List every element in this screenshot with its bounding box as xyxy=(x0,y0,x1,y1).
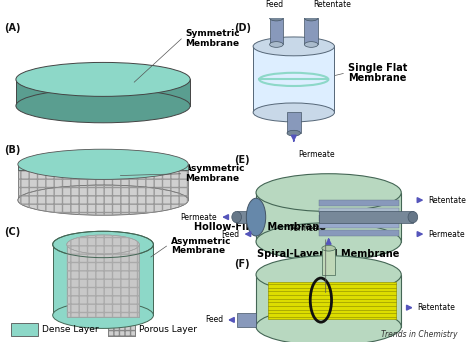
Polygon shape xyxy=(268,282,396,319)
Text: Feed: Feed xyxy=(265,0,283,9)
Polygon shape xyxy=(237,211,256,223)
Text: (D): (D) xyxy=(234,23,251,33)
Text: Retentate: Retentate xyxy=(428,196,466,205)
Ellipse shape xyxy=(16,62,190,96)
Text: (E): (E) xyxy=(234,155,249,165)
Ellipse shape xyxy=(253,37,335,56)
Polygon shape xyxy=(67,245,139,317)
Text: Permeate: Permeate xyxy=(299,150,335,159)
Text: Membrane: Membrane xyxy=(185,174,239,183)
Ellipse shape xyxy=(322,245,336,251)
Text: Symmetric: Symmetric xyxy=(185,29,240,38)
Text: Feed: Feed xyxy=(205,316,223,324)
Ellipse shape xyxy=(256,174,401,211)
Text: Asymmetric: Asymmetric xyxy=(185,164,246,173)
Text: Asymmetric: Asymmetric xyxy=(171,237,231,246)
FancyBboxPatch shape xyxy=(108,323,135,336)
Ellipse shape xyxy=(270,42,283,47)
Polygon shape xyxy=(287,113,301,133)
Ellipse shape xyxy=(246,198,266,236)
Ellipse shape xyxy=(256,308,401,343)
Polygon shape xyxy=(16,79,190,106)
Polygon shape xyxy=(304,18,318,45)
Text: Membrane: Membrane xyxy=(348,73,406,83)
Ellipse shape xyxy=(270,15,283,21)
Polygon shape xyxy=(18,164,188,200)
Ellipse shape xyxy=(287,130,301,136)
Text: Spiral-Layered Membrane: Spiral-Layered Membrane xyxy=(257,249,400,259)
Polygon shape xyxy=(237,313,256,327)
Ellipse shape xyxy=(16,89,190,123)
Text: (B): (B) xyxy=(4,145,21,155)
Ellipse shape xyxy=(18,149,188,179)
Ellipse shape xyxy=(256,256,401,294)
Polygon shape xyxy=(53,245,154,315)
Ellipse shape xyxy=(18,185,188,215)
Text: Dense Layer: Dense Layer xyxy=(42,325,99,334)
Text: Hollow-Fiber Membrane: Hollow-Fiber Membrane xyxy=(194,222,326,232)
Text: Permeate: Permeate xyxy=(428,229,465,239)
Text: Feed: Feed xyxy=(221,229,239,239)
Text: Retentate: Retentate xyxy=(418,303,456,312)
Polygon shape xyxy=(319,200,399,206)
Text: Membrane: Membrane xyxy=(171,246,225,255)
Text: (F): (F) xyxy=(234,259,249,269)
Ellipse shape xyxy=(53,231,154,258)
Polygon shape xyxy=(319,230,399,236)
Text: (C): (C) xyxy=(4,227,20,237)
Text: Single Flat: Single Flat xyxy=(348,63,407,73)
Polygon shape xyxy=(270,18,283,45)
Text: Permeate: Permeate xyxy=(181,213,217,222)
Text: Trends in Chemistry: Trends in Chemistry xyxy=(381,330,457,339)
Polygon shape xyxy=(319,215,399,221)
Polygon shape xyxy=(322,248,336,275)
Text: Membrane: Membrane xyxy=(185,39,239,48)
Ellipse shape xyxy=(232,211,241,223)
Polygon shape xyxy=(319,208,399,213)
Polygon shape xyxy=(256,275,401,327)
Polygon shape xyxy=(18,164,188,170)
Polygon shape xyxy=(256,192,401,241)
Ellipse shape xyxy=(253,103,335,122)
Text: Porous Layer: Porous Layer xyxy=(139,325,197,334)
Text: Retentate: Retentate xyxy=(313,0,351,9)
Ellipse shape xyxy=(304,42,318,47)
Polygon shape xyxy=(319,211,413,223)
Ellipse shape xyxy=(304,15,318,21)
FancyBboxPatch shape xyxy=(11,323,38,336)
Text: (A): (A) xyxy=(4,23,21,33)
Text: Permeate: Permeate xyxy=(289,224,326,233)
Ellipse shape xyxy=(67,235,139,254)
Ellipse shape xyxy=(256,223,401,260)
Ellipse shape xyxy=(408,211,418,223)
Polygon shape xyxy=(319,223,399,228)
Ellipse shape xyxy=(53,302,154,328)
Polygon shape xyxy=(253,46,335,113)
